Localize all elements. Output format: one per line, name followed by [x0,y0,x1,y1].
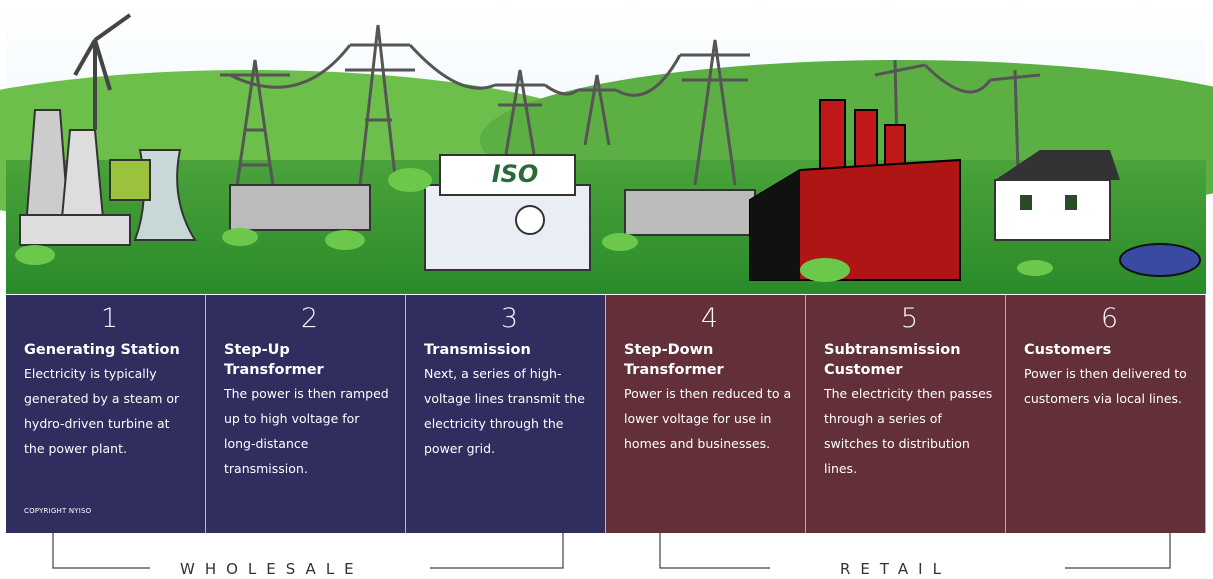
control-room: ISO [425,155,590,270]
step-title: Generating Station [24,340,194,360]
illustration: ISO [0,0,1213,295]
infographic: ISO 1 Generating StationElectricity is ty… [0,0,1213,579]
group-label: RETAIL [840,560,951,578]
step-title: Customers [1024,340,1194,360]
step-text: Electricity is typically generated by a … [24,361,194,461]
step-text: Next, a series of high-voltage lines tra… [424,361,594,461]
car [1120,244,1200,276]
group-label: WHOLESALE [180,560,364,578]
step-number: 5 [824,303,995,334]
step-number: 1 [24,303,195,334]
step-text: The electricity then passes through a se… [824,381,994,481]
step-number: 2 [224,303,395,334]
step-title: Step-Down Transformer [624,340,794,380]
step-number: 4 [624,303,795,334]
step-number: 3 [424,303,595,334]
logo-text: ISO [492,160,539,188]
step-title: Transmission [424,340,594,360]
step-text: Power is then delivered to customers via… [1024,361,1194,411]
step-text: Power is then reduced to a lower voltage… [624,381,794,456]
step-title: Step-Up Transformer [224,340,394,380]
step-title: Subtransmission Customer [824,340,994,380]
step-number: 6 [1024,303,1195,334]
copyright: COPYRIGHT NYISO [24,507,91,515]
step-text: The power is then ramped up to high volt… [224,381,394,481]
